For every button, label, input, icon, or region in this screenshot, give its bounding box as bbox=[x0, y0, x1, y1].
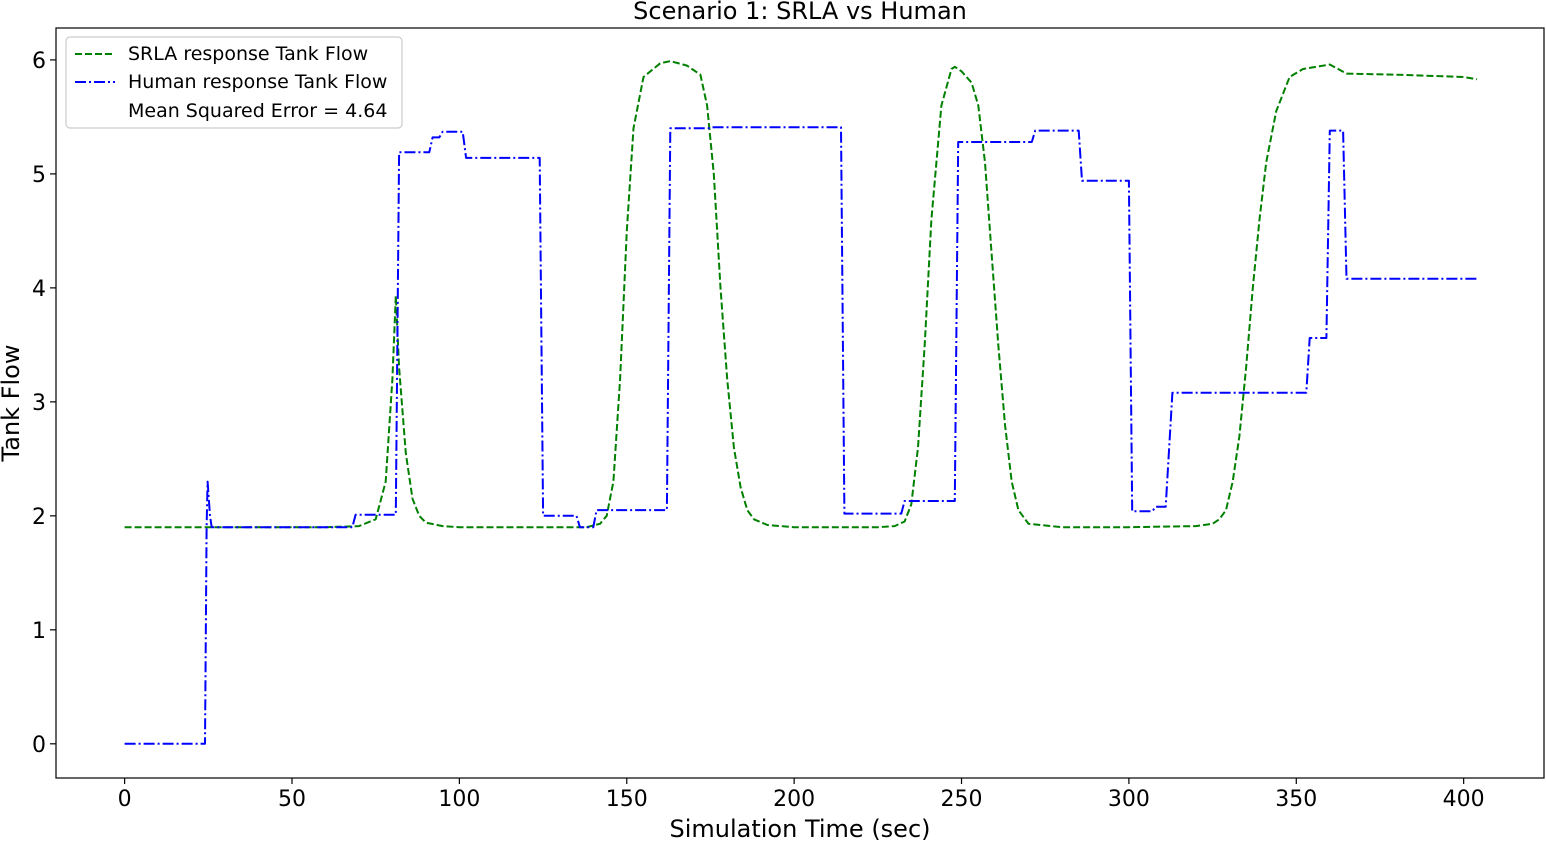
plot-frame bbox=[55, 27, 1545, 779]
x-tick-label: 200 bbox=[773, 787, 815, 812]
chart-title: Scenario 1: SRLA vs Human bbox=[633, 0, 967, 25]
x-tick-label: 0 bbox=[118, 787, 132, 812]
series-line-human bbox=[124, 126, 1477, 745]
legend-label-human: Human response Tank Flow bbox=[128, 71, 387, 93]
y-tick-label: 6 bbox=[32, 49, 46, 74]
x-axis-title: Simulation Time (sec) bbox=[669, 815, 930, 841]
legend-box bbox=[65, 36, 403, 129]
y-tick-label: 0 bbox=[32, 733, 46, 758]
y-tick-label: 4 bbox=[32, 277, 46, 302]
y-axis: 0 1 2 3 4 5 6 bbox=[32, 49, 56, 758]
x-tick-label: 150 bbox=[606, 787, 648, 812]
legend-mse-note: Mean Squared Error = 4.64 bbox=[128, 100, 387, 122]
y-tick-label: 2 bbox=[32, 505, 46, 530]
x-tick-label: 50 bbox=[278, 787, 306, 812]
x-tick-label: 350 bbox=[1275, 787, 1317, 812]
series-layer bbox=[124, 60, 1478, 745]
legend: SRLA response Tank Flow Human response T… bbox=[65, 36, 403, 129]
x-tick-label: 400 bbox=[1443, 787, 1485, 812]
x-axis: 0 50 100 150 200 250 300 350 400 bbox=[118, 778, 1485, 812]
legend-label-srla: SRLA response Tank Flow bbox=[128, 43, 368, 65]
y-axis-title: Tank Flow bbox=[0, 345, 25, 463]
y-tick-label: 5 bbox=[32, 163, 46, 188]
x-tick-label: 100 bbox=[438, 787, 480, 812]
y-tick-label: 3 bbox=[32, 391, 46, 416]
series-line-srla bbox=[124, 60, 1478, 529]
x-tick-label: 300 bbox=[1108, 787, 1150, 812]
y-tick-label: 1 bbox=[32, 619, 46, 644]
x-tick-label: 250 bbox=[941, 787, 983, 812]
